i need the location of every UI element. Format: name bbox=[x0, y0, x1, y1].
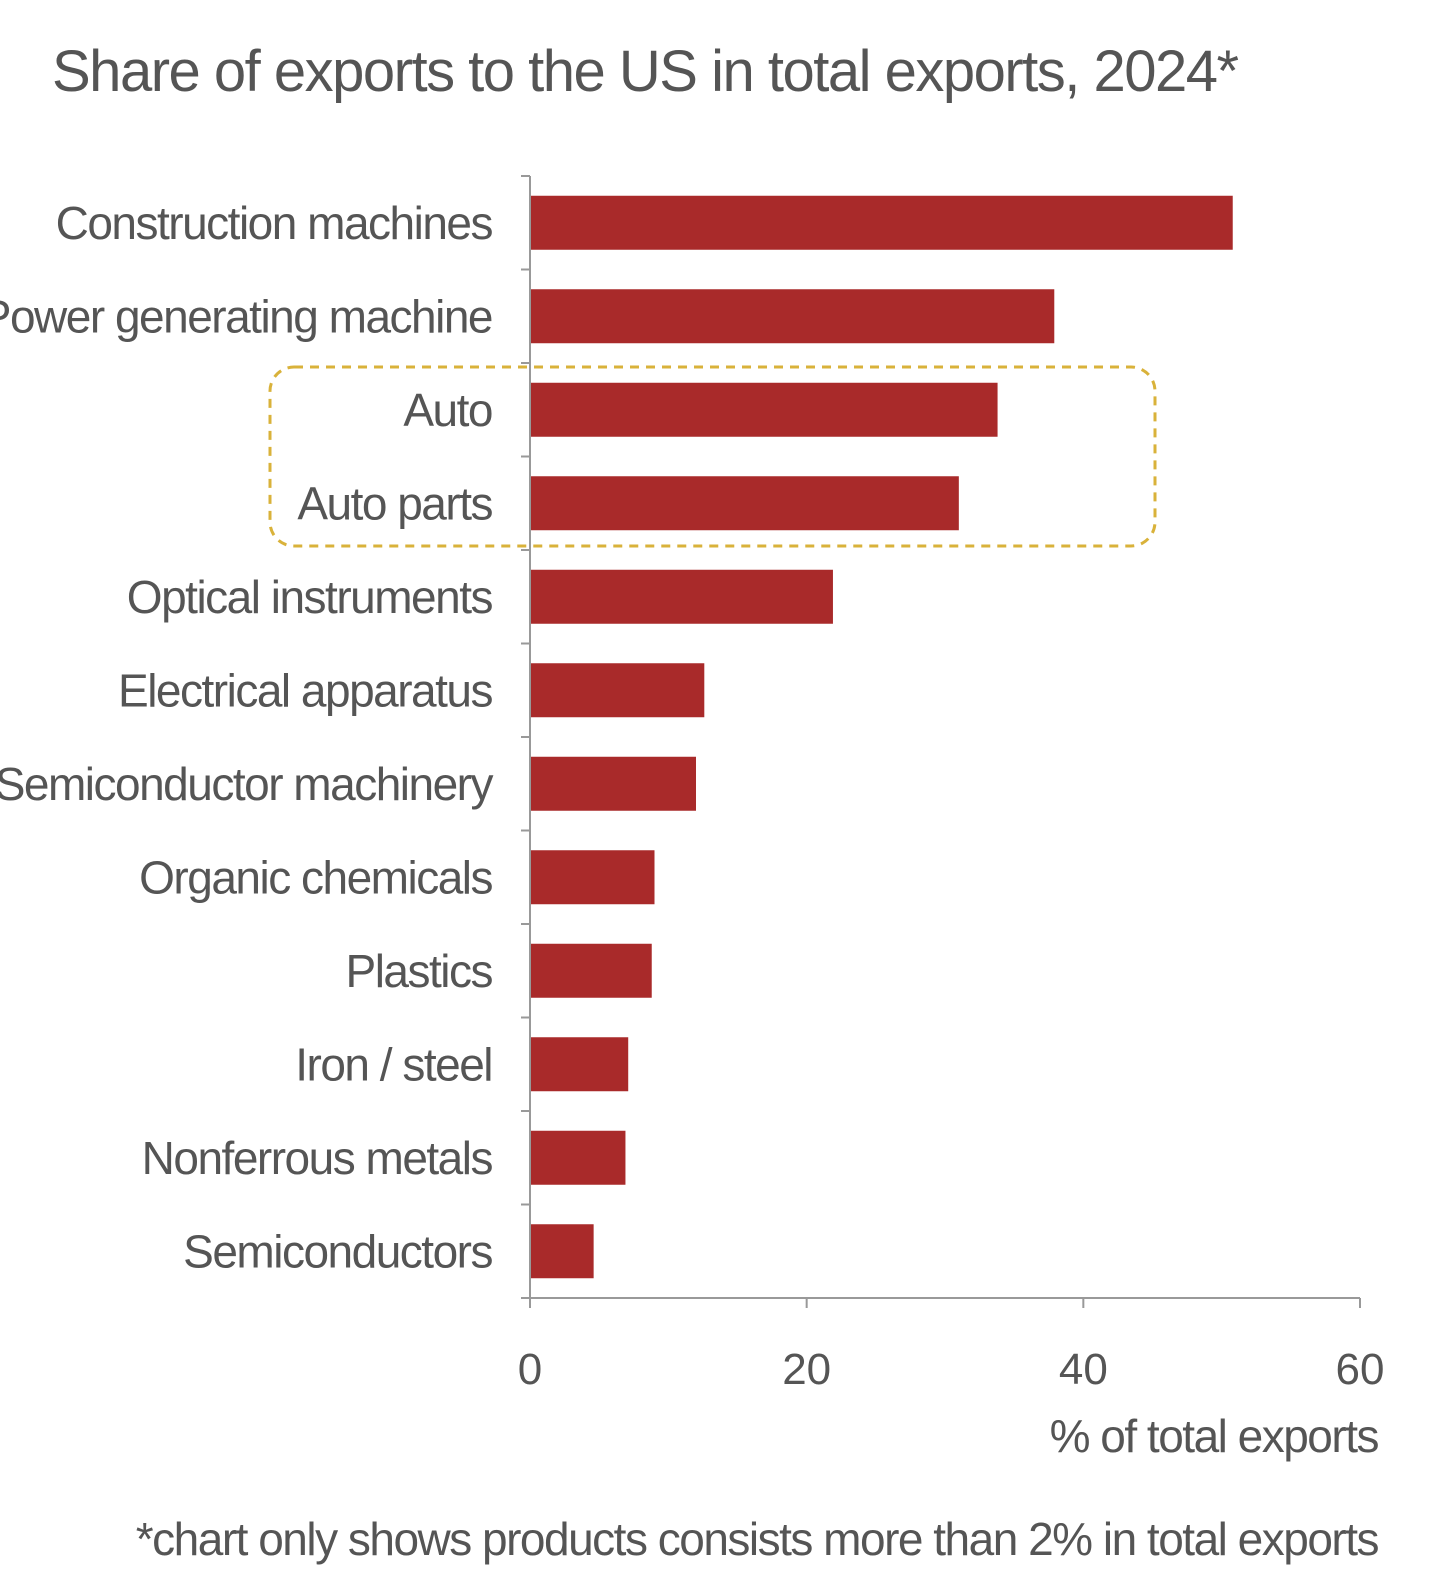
category-label-optical-instruments: Optical instruments bbox=[127, 571, 493, 623]
bar-power-generating-machine bbox=[530, 289, 1055, 344]
bar-iron-steel bbox=[530, 1037, 629, 1092]
highlight-layer bbox=[268, 365, 1157, 548]
category-label-organic-chemicals: Organic chemicals bbox=[139, 851, 492, 903]
category-label-semiconductor-machinery: Semiconductor machinery bbox=[0, 758, 493, 810]
highlight-box bbox=[268, 365, 1157, 548]
category-label-power-generating-machine: Power generating machine bbox=[0, 290, 492, 342]
category-label-plastics: Plastics bbox=[346, 945, 493, 997]
x-tick-label-40: 40 bbox=[1059, 1345, 1108, 1394]
x-tick-label-60: 60 bbox=[1336, 1345, 1385, 1394]
x-tick-label-0: 0 bbox=[518, 1345, 542, 1394]
x-tick-label-20: 20 bbox=[782, 1345, 831, 1394]
bar-semiconductor-machinery bbox=[530, 756, 696, 811]
bar-auto bbox=[530, 382, 998, 437]
bar-electrical-apparatus bbox=[530, 663, 705, 718]
category-label-auto-parts: Auto parts bbox=[297, 477, 492, 529]
category-label-nonferrous-metals: Nonferrous metals bbox=[142, 1132, 493, 1184]
bars-layer bbox=[530, 195, 1233, 1279]
bar-chart: Construction machines Power generating ma… bbox=[0, 175, 1385, 1462]
x-axis-title: % of total exports bbox=[1050, 1410, 1379, 1462]
category-label-electrical-apparatus: Electrical apparatus bbox=[118, 664, 492, 716]
bar-organic-chemicals bbox=[530, 850, 655, 905]
bar-optical-instruments bbox=[530, 569, 833, 624]
category-label-construction-machines: Construction machines bbox=[56, 197, 493, 249]
category-label-semiconductors: Semiconductors bbox=[183, 1225, 492, 1277]
bar-nonferrous-metals bbox=[530, 1130, 626, 1185]
axes: 0 20 40 60 bbox=[518, 175, 1385, 1394]
bar-semiconductors bbox=[530, 1224, 594, 1279]
footnote: *chart only shows products consists more… bbox=[135, 1513, 1380, 1565]
category-label-iron-steel: Iron / steel bbox=[295, 1038, 492, 1090]
bar-construction-machines bbox=[530, 195, 1233, 250]
category-label-auto: Auto bbox=[403, 384, 492, 436]
bar-plastics bbox=[530, 943, 652, 998]
chart-title: Share of exports to the US in total expo… bbox=[52, 39, 1239, 104]
bar-auto-parts bbox=[530, 476, 959, 531]
category-labels: Construction machines Power generating ma… bbox=[0, 197, 495, 1278]
